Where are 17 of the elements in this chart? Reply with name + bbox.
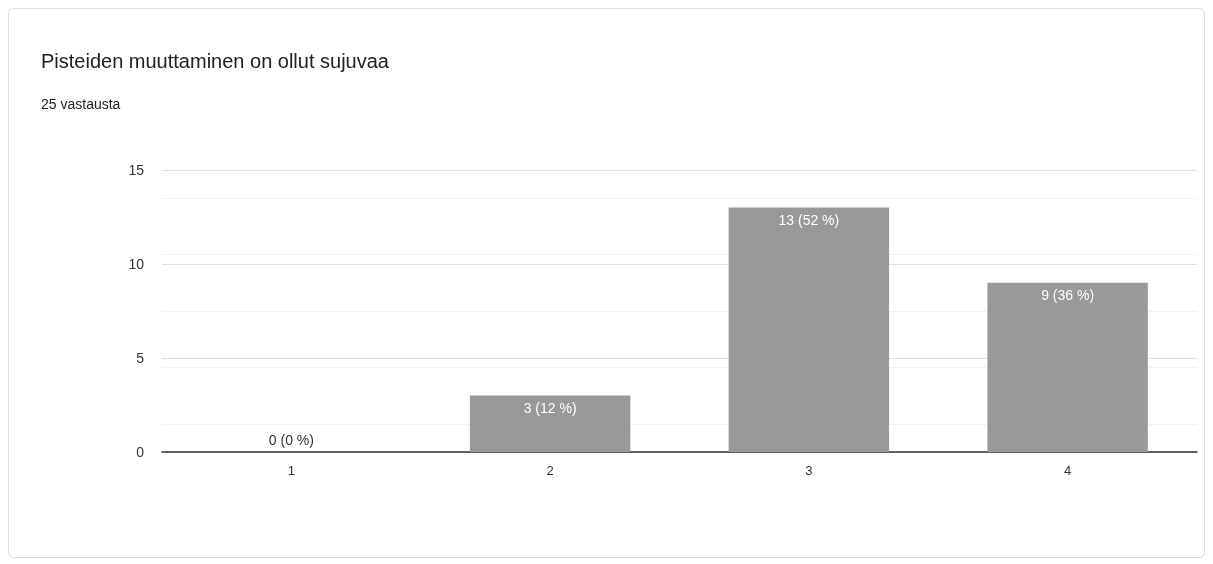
x-tick-label: 1 — [287, 463, 295, 478]
bar — [728, 207, 890, 452]
data-label: 13 (52 %) — [778, 211, 840, 228]
y-tick-label: 0 — [136, 444, 145, 460]
data-label: 3 (12 %) — [523, 399, 577, 416]
y-tick-label: 10 — [128, 256, 145, 272]
x-tick-label: 2 — [546, 463, 554, 478]
data-label: 9 (36 %) — [1041, 286, 1095, 303]
y-tick-label: 15 — [128, 162, 145, 178]
y-tick-label: 5 — [136, 350, 145, 366]
chart-subtitle: 25 vastausta — [41, 96, 121, 112]
x-tick-label: 4 — [1064, 463, 1072, 478]
bar — [987, 282, 1148, 452]
chart-title: Pisteiden muuttaminen on ollut sujuvaa — [41, 50, 390, 72]
bar — [469, 395, 631, 452]
data-label: 0 (0 %) — [268, 432, 314, 448]
x-tick-label: 3 — [805, 463, 813, 478]
